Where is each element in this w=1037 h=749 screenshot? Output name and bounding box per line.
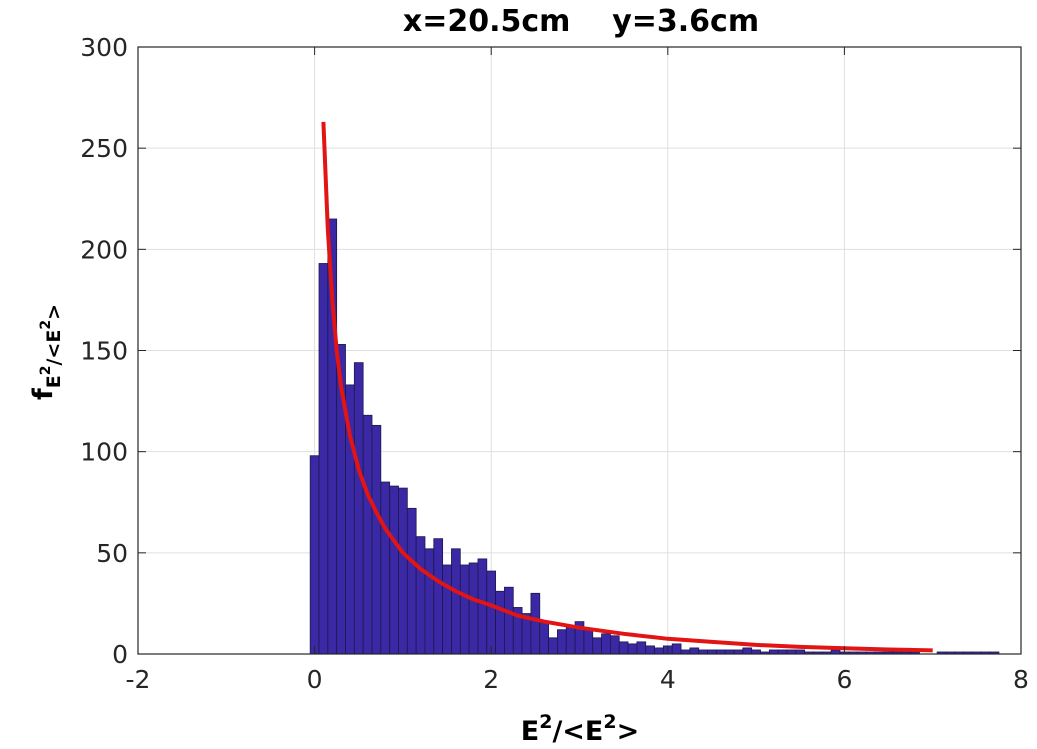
histogram-bar bbox=[459, 564, 470, 655]
histogram-bar bbox=[786, 649, 797, 655]
histogram-bar bbox=[768, 649, 779, 655]
histogram-bar bbox=[618, 641, 629, 655]
histogram-bar bbox=[636, 641, 647, 655]
x-axis-ticks: -2 0 2 4 6 8 bbox=[126, 47, 1029, 694]
y-axis-label-subrest: /<E bbox=[43, 330, 65, 366]
histogram-bar bbox=[398, 487, 408, 655]
histogram-bar bbox=[495, 590, 505, 655]
histogram-bar bbox=[451, 548, 461, 655]
histogram-bar bbox=[742, 647, 753, 655]
histogram-bar bbox=[751, 649, 761, 655]
histogram-bar bbox=[707, 649, 717, 655]
histogram-bar bbox=[733, 649, 744, 655]
fit-curve bbox=[321, 121, 933, 653]
y-tick-label: 200 bbox=[80, 235, 128, 264]
histogram-bar bbox=[380, 481, 391, 655]
histogram-bar bbox=[689, 647, 700, 655]
histogram-bar bbox=[486, 570, 497, 655]
chart-title: x=20.5cm y=3.6cm bbox=[403, 4, 759, 39]
histogram-bar bbox=[424, 548, 435, 655]
histogram-bar bbox=[601, 633, 611, 655]
y-axis-label: fE2/<E2> bbox=[28, 304, 65, 400]
x-tick-label: 4 bbox=[660, 665, 676, 694]
histogram-bar bbox=[592, 637, 602, 655]
histogram-bar bbox=[795, 649, 806, 655]
x-axis-label-mid: /<E bbox=[552, 716, 603, 747]
histogram-bar bbox=[830, 649, 841, 655]
histogram-bar bbox=[724, 649, 735, 655]
x-axis-label-base: E bbox=[521, 716, 539, 747]
x-tick-label: 6 bbox=[836, 665, 852, 694]
histogram-bars bbox=[309, 218, 1000, 655]
x-axis-label-sup: 2 bbox=[539, 711, 552, 733]
histogram-bar bbox=[362, 414, 373, 655]
histogram-bar bbox=[610, 635, 620, 655]
x-tick-label: 2 bbox=[483, 665, 499, 694]
y-axis-ticks: 0 50 100 150 200 250 300 bbox=[80, 33, 1021, 669]
histogram-bar bbox=[680, 649, 691, 655]
y-axis-label-base: f bbox=[28, 388, 59, 400]
histogram-bar bbox=[671, 643, 682, 655]
histogram-bar bbox=[389, 485, 399, 655]
histogram-bar bbox=[565, 625, 576, 655]
y-axis-label-subsup: 2 bbox=[38, 366, 54, 376]
grid-lines bbox=[137, 46, 1022, 655]
histogram-bar bbox=[530, 592, 541, 655]
histogram-bar bbox=[548, 637, 558, 655]
histogram-bar bbox=[468, 562, 479, 655]
x-axis-label-sup2: 2 bbox=[603, 711, 616, 733]
histogram-bar bbox=[504, 586, 514, 655]
y-tick-label: 250 bbox=[80, 134, 128, 163]
x-tick-label: 8 bbox=[1013, 665, 1029, 694]
histogram-bar bbox=[406, 507, 417, 655]
histogram-bar bbox=[583, 629, 594, 655]
histogram-bar bbox=[698, 649, 708, 655]
y-axis-label-subsup2: 2 bbox=[38, 320, 54, 330]
y-axis-label-sub: E bbox=[43, 375, 65, 388]
histogram-bar bbox=[309, 455, 320, 655]
y-tick-label: 50 bbox=[96, 539, 128, 568]
histogram-bar bbox=[433, 538, 444, 655]
histogram-bar bbox=[353, 362, 364, 655]
histogram-bar bbox=[777, 649, 788, 655]
histogram-bar bbox=[371, 424, 382, 655]
histogram-bar bbox=[415, 536, 426, 655]
y-tick-label: 150 bbox=[80, 337, 128, 366]
histogram-bar bbox=[715, 649, 726, 655]
y-tick-label: 100 bbox=[80, 438, 128, 467]
histogram-bar bbox=[477, 558, 488, 655]
y-axis-label-subend: > bbox=[43, 304, 65, 320]
y-tick-label: 300 bbox=[80, 33, 128, 62]
y-tick-label: 0 bbox=[112, 640, 128, 669]
x-tick-label: 0 bbox=[307, 665, 323, 694]
histogram-bar bbox=[442, 564, 452, 655]
histogram-bar bbox=[557, 629, 567, 655]
histogram-bar bbox=[627, 643, 638, 655]
histogram-bar bbox=[539, 621, 549, 655]
x-axis-label: E2/<E2> bbox=[521, 711, 639, 747]
histogram-bar bbox=[654, 647, 664, 655]
histogram-bar bbox=[318, 263, 329, 655]
histogram-bar bbox=[645, 645, 655, 655]
x-axis-label-end: > bbox=[617, 716, 640, 747]
x-tick-label: -2 bbox=[126, 665, 151, 694]
